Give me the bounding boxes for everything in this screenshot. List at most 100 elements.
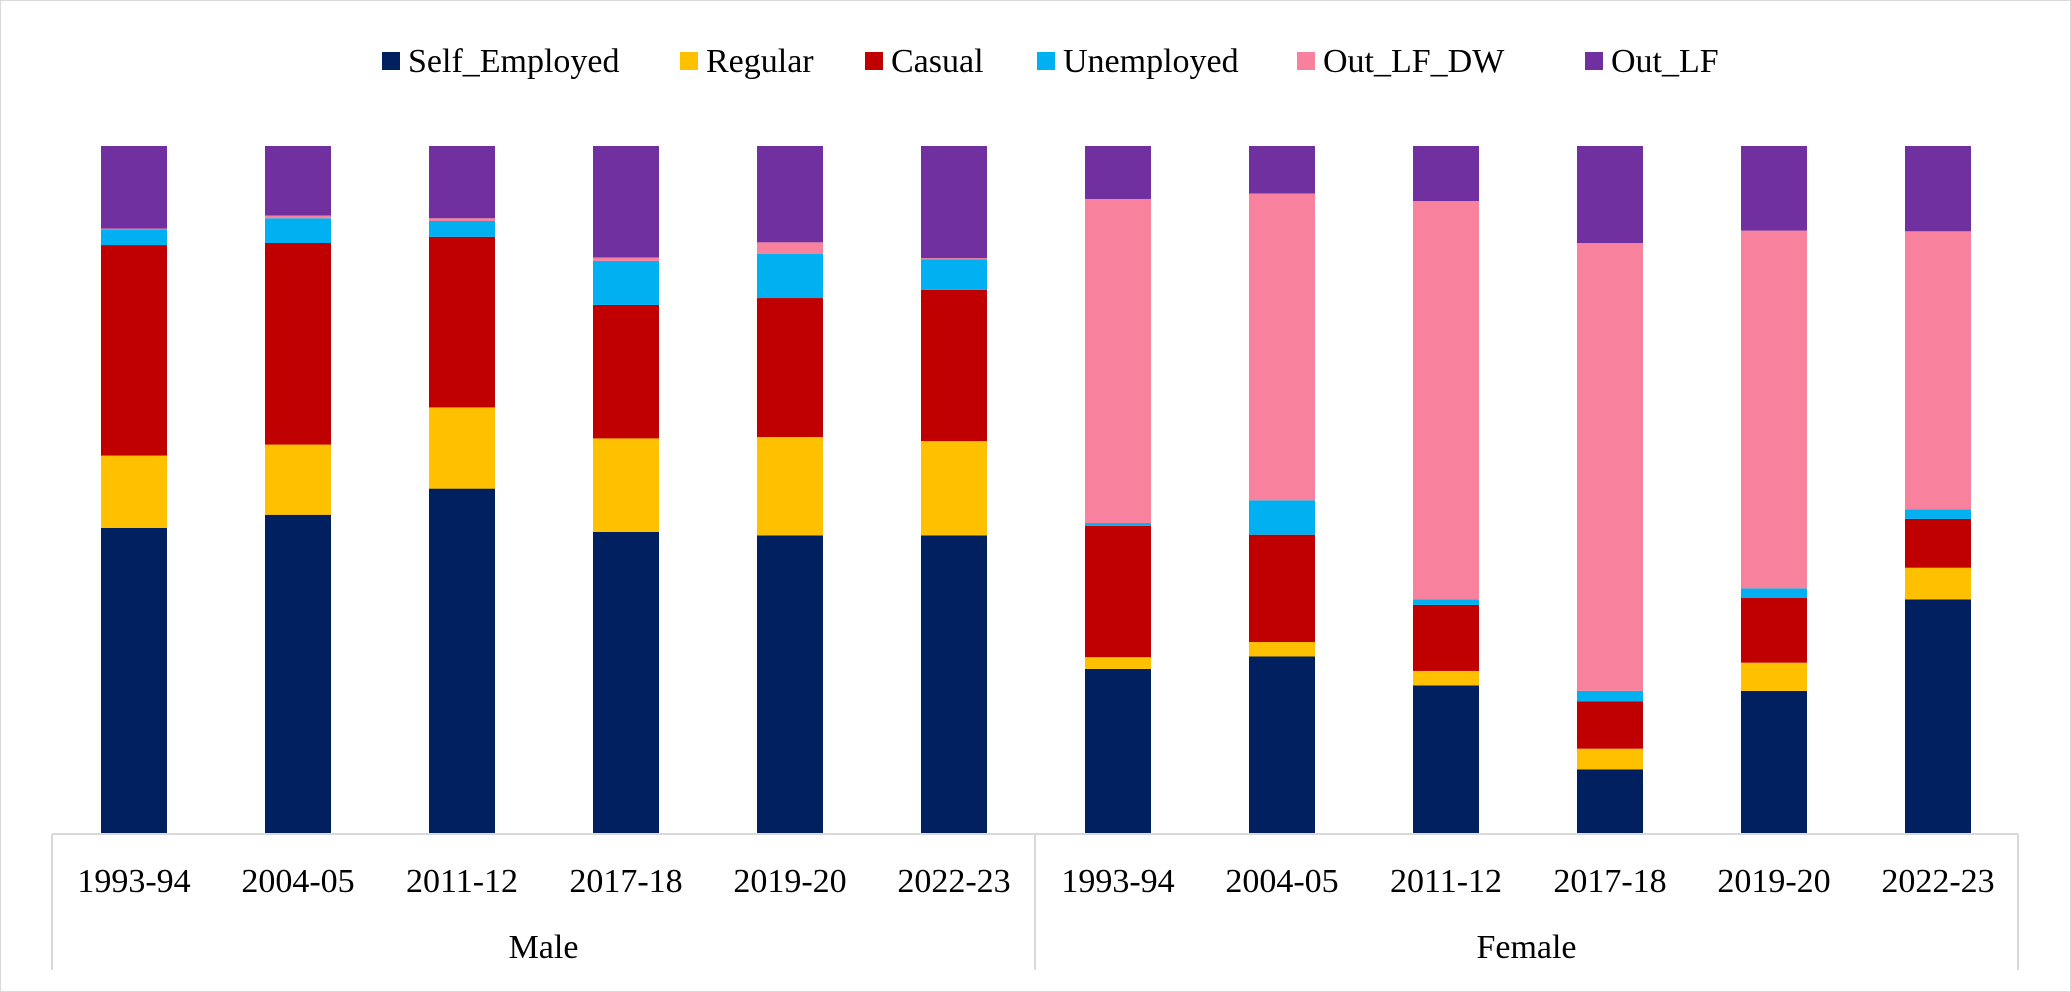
bar-segment-male-2004-05-out-lf (265, 146, 331, 216)
bar-segment-female-2004-05-self-employed (1249, 656, 1315, 834)
bar-segment-female-2011-12-out-lf (1413, 146, 1479, 202)
bar-segment-female-2022-23-casual (1905, 518, 1971, 568)
group-label-male: Male (509, 929, 579, 966)
bar-segment-female-2019-20-casual (1741, 598, 1807, 663)
bar-segment-female-2022-23-out-lf-dw (1905, 231, 1971, 510)
legend-label-casual: Casual (891, 43, 984, 80)
bar-segment-male-1993-94-self-employed (101, 527, 167, 834)
bar-segment-female-2022-23-self-employed (1905, 599, 1971, 834)
bar-segment-female-1993-94-unemployed (1085, 523, 1151, 526)
tick-label-female-2017-18: 2017-18 (1553, 863, 1666, 900)
bar-segment-female-2022-23-out-lf (1905, 146, 1971, 232)
bar-segment-male-2017-18-self-employed (593, 531, 659, 834)
bar-segment-male-2022-23-out-lf (921, 146, 987, 259)
bar-segment-female-2017-18-regular (1577, 748, 1643, 770)
bar-segment-female-2019-20-self-employed (1741, 690, 1807, 834)
bar-segment-female-2019-20-unemployed (1741, 588, 1807, 599)
group-label-female: Female (1476, 929, 1576, 966)
bar-segment-male-2019-20-out-lf-dw (757, 242, 823, 255)
bar-segment-female-2017-18-out-lf-dw (1577, 243, 1643, 691)
legend-label-out-lf-dw: Out_LF_DW (1323, 43, 1505, 80)
bar-segment-female-2004-05-out-lf (1249, 146, 1315, 194)
tick-label-female-2011-12: 2011-12 (1390, 863, 1502, 900)
legend: Self_Employed Regular Casual Unemployed Out_… (382, 43, 1719, 80)
bar-segment-female-2017-18-unemployed (1577, 690, 1643, 702)
tick-label-male-2017-18: 2017-18 (569, 863, 682, 900)
bar-segment-male-1993-94-regular (101, 455, 167, 528)
legend-swatch-out-lf-dw (1297, 52, 1315, 70)
bar-segment-female-2011-12-unemployed (1413, 599, 1479, 605)
bar-segment-female-2004-05-casual (1249, 534, 1315, 643)
bar-segment-female-1993-94-out-lf (1085, 146, 1151, 199)
bar-segment-male-2022-23-casual (921, 289, 987, 442)
bar-segment-female-2011-12-regular (1413, 670, 1479, 686)
bar-segment-male-2011-12-unemployed (429, 220, 495, 237)
bar-segment-male-2011-12-self-employed (429, 488, 495, 834)
bar-segment-male-1993-94-casual (101, 245, 167, 456)
bar-segment-male-2011-12-out-lf-dw (429, 218, 495, 221)
legend-label-regular: Regular (706, 43, 814, 80)
legend-swatch-casual (865, 52, 883, 70)
legend-swatch-out-lf (1585, 52, 1603, 70)
bar-segment-female-1993-94-out-lf-dw (1085, 198, 1151, 524)
bar-segment-male-2004-05-out-lf-dw (265, 215, 331, 219)
legend-swatch-self-employed (382, 52, 400, 70)
bar-segment-male-2004-05-self-employed (265, 514, 331, 834)
tick-label-male-1993-94: 1993-94 (77, 863, 190, 900)
legend-swatch-unemployed (1037, 52, 1055, 70)
bar-segment-male-2022-23-out-lf-dw (921, 258, 987, 260)
bar-segment-female-1993-94-regular (1085, 657, 1151, 669)
tick-label-male-2019-20: 2019-20 (733, 863, 846, 900)
bar-segment-male-2019-20-regular (757, 437, 823, 536)
bar-segment-male-2004-05-casual (265, 243, 331, 445)
bar-segment-male-2011-12-out-lf (429, 146, 495, 219)
bar-segment-male-2019-20-out-lf (757, 146, 823, 243)
bar-segment-female-2017-18-self-employed (1577, 769, 1643, 834)
bar-segment-male-2011-12-regular (429, 407, 495, 489)
bar-segment-male-2017-18-out-lf (593, 146, 659, 258)
bar-segment-female-2011-12-casual (1413, 604, 1479, 671)
bars (101, 146, 1971, 834)
bar-segment-male-2004-05-unemployed (265, 218, 331, 244)
tick-label-male-2011-12: 2011-12 (406, 863, 518, 900)
tick-label-female-2022-23: 2022-23 (1881, 863, 1994, 900)
bar-segment-female-2019-20-regular (1741, 662, 1807, 691)
bar-segment-female-2011-12-out-lf-dw (1413, 201, 1479, 600)
bar-segment-male-1993-94-out-lf (101, 146, 167, 229)
category-axis: 1993-94 2004-05 2011-12 2017-18 2019-20 2022-… (51, 833, 2019, 970)
bar-segment-male-2019-20-unemployed (757, 254, 823, 299)
bar-segment-male-1993-94-out-lf-dw (101, 228, 167, 230)
bar-segment-female-2004-05-out-lf-dw (1249, 193, 1315, 501)
bar-segment-female-1993-94-casual (1085, 525, 1151, 658)
bar-segment-male-2017-18-out-lf-dw (593, 257, 659, 261)
tick-label-female-2004-05: 2004-05 (1225, 863, 1338, 900)
bar-segment-male-2019-20-casual (757, 298, 823, 438)
legend-label-self-employed: Self_Employed (408, 43, 620, 80)
tick-label-female-2019-20: 2019-20 (1717, 863, 1830, 900)
bar-segment-female-2004-05-unemployed (1249, 500, 1315, 535)
legend-label-out-lf: Out_LF (1611, 43, 1719, 80)
bar-segment-male-2022-23-regular (921, 441, 987, 536)
bar-segment-male-2017-18-unemployed (593, 260, 659, 305)
bar-segment-male-2022-23-unemployed (921, 259, 987, 290)
tick-label-female-1993-94: 1993-94 (1061, 863, 1174, 900)
tick-label-male-2022-23: 2022-23 (897, 863, 1010, 900)
bar-segment-female-2022-23-regular (1905, 567, 1971, 600)
bar-segment-female-1993-94-self-employed (1085, 668, 1151, 834)
bar-segment-female-2017-18-casual (1577, 701, 1643, 749)
bar-segment-male-2017-18-regular (593, 438, 659, 532)
bar-segment-female-2017-18-out-lf (1577, 146, 1643, 244)
bar-segment-male-2017-18-casual (593, 304, 659, 439)
legend-swatch-regular (680, 52, 698, 70)
bar-segment-male-1993-94-unemployed (101, 229, 167, 246)
bar-segment-female-2004-05-regular (1249, 642, 1315, 657)
bar-segment-female-2019-20-out-lf-dw (1741, 230, 1807, 589)
bar-segment-male-2019-20-self-employed (757, 535, 823, 834)
bar-segment-male-2022-23-self-employed (921, 535, 987, 834)
bar-segment-female-2011-12-self-employed (1413, 685, 1479, 834)
bar-segment-male-2011-12-casual (429, 236, 495, 408)
bar-segment-male-2004-05-regular (265, 444, 331, 515)
bar-segment-female-2022-23-unemployed (1905, 509, 1971, 519)
